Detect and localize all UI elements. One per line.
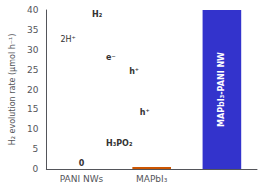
svg-text:PANI NWs: PANI NWs [60, 174, 104, 184]
svg-text:0: 0 [33, 164, 39, 174]
svg-text:40: 40 [27, 5, 39, 15]
svg-text:H₃PO₂: H₃PO₂ [106, 139, 133, 148]
svg-text:MAPbI₃: MAPbI₃ [136, 174, 168, 184]
svg-text:15: 15 [27, 104, 38, 114]
svg-text:h⁺: h⁺ [129, 67, 139, 76]
svg-text:h⁺: h⁺ [140, 108, 150, 117]
svg-text:25: 25 [27, 65, 38, 75]
svg-text:5: 5 [33, 144, 39, 154]
svg-text:H₂ evolution rate (μmol h⁻¹): H₂ evolution rate (μmol h⁻¹) [8, 34, 17, 146]
svg-text:10: 10 [27, 124, 39, 134]
svg-text:H₂: H₂ [92, 10, 103, 19]
svg-text:2H⁺: 2H⁺ [60, 35, 75, 44]
svg-text:20: 20 [27, 85, 39, 95]
svg-text:MAPbI₃-PANI NW: MAPbI₃-PANI NW [217, 52, 226, 127]
svg-text:0: 0 [79, 159, 85, 168]
svg-text:35: 35 [27, 25, 38, 35]
svg-text:e⁻: e⁻ [106, 53, 116, 62]
svg-text:30: 30 [27, 45, 39, 55]
